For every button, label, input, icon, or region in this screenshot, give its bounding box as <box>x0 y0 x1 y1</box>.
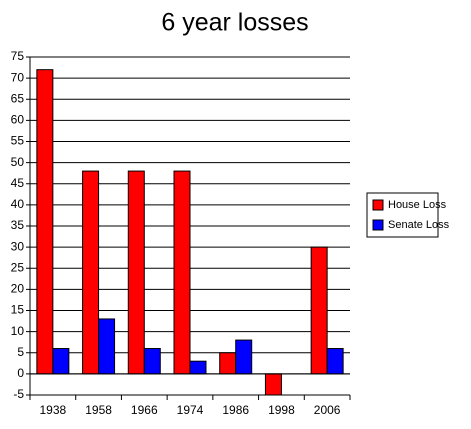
x-tick-label: 1986 <box>222 403 249 417</box>
y-tick-label: 55 <box>11 134 25 148</box>
y-tick-label: 20 <box>11 282 25 296</box>
y-tick-label: -5 <box>13 387 24 401</box>
y-tick-label: 75 <box>11 49 25 63</box>
y-tick-label: 70 <box>11 70 25 84</box>
bar <box>219 352 237 375</box>
y-tick-label: 0 <box>17 366 24 380</box>
bar <box>98 318 116 375</box>
x-tick-label: 1938 <box>40 403 67 417</box>
bar <box>189 360 207 375</box>
x-tick-label: 2006 <box>314 403 341 417</box>
bar <box>173 170 191 375</box>
bar <box>82 170 100 375</box>
bar <box>235 339 253 375</box>
y-tick-label: 60 <box>11 113 25 127</box>
y-tick-label: 30 <box>11 239 25 253</box>
y-tick-label: 65 <box>11 91 25 105</box>
bar <box>127 170 145 375</box>
y-tick-label: 25 <box>11 260 25 274</box>
y-tick-label: 10 <box>11 324 25 338</box>
bar <box>143 348 161 375</box>
y-tick-label: 45 <box>11 176 25 190</box>
bar <box>264 373 282 396</box>
x-tick-label: 1998 <box>268 403 295 417</box>
bar <box>326 348 344 375</box>
legend-swatch <box>372 199 384 211</box>
x-tick-label: 1966 <box>131 403 158 417</box>
x-tick-label: 1974 <box>177 403 204 417</box>
y-tick-label: 5 <box>17 345 24 359</box>
bar <box>310 246 328 375</box>
y-tick-label: 15 <box>11 303 25 317</box>
legend-swatch <box>372 219 384 231</box>
y-tick-label: 40 <box>11 197 25 211</box>
x-tick-label: 1958 <box>85 403 112 417</box>
bar <box>52 348 70 375</box>
chart-title: 6 year losses <box>161 9 308 37</box>
legend-label: House Loss <box>388 199 447 211</box>
y-tick-label: 35 <box>11 218 25 232</box>
bar <box>36 69 54 375</box>
y-tick-label: 50 <box>11 155 25 169</box>
legend-label: Senate Loss <box>388 219 450 231</box>
